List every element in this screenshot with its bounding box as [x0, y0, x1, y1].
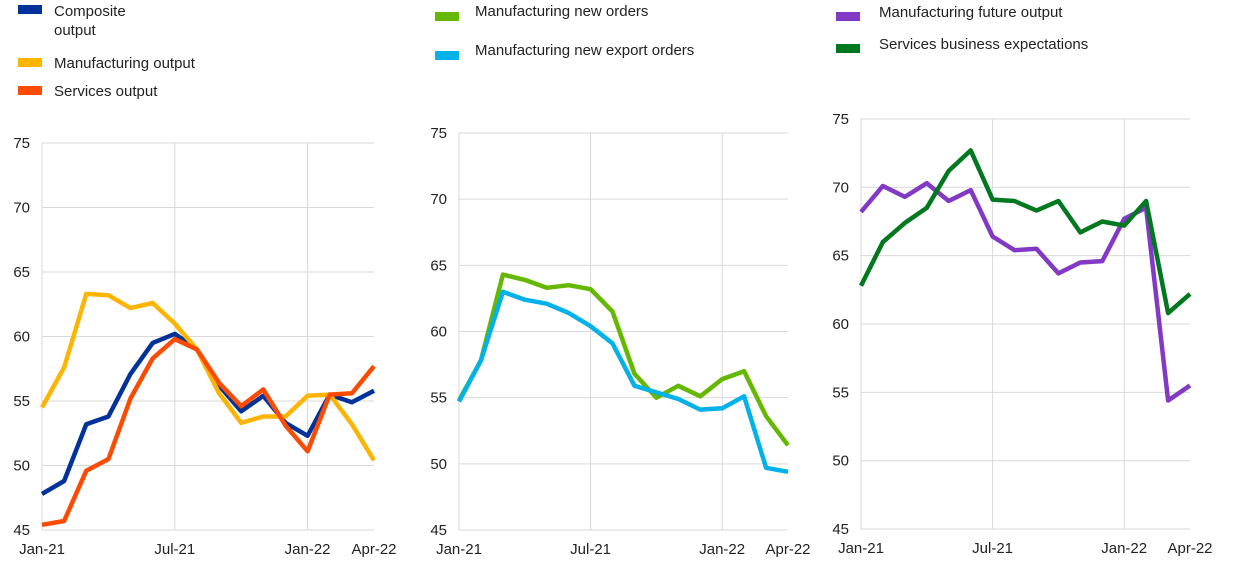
x-tick-label: Jul-21	[570, 541, 611, 558]
legend-label-services-business-expectations: Services business expectations	[879, 36, 1088, 53]
y-tick-label: 55	[430, 390, 447, 407]
series-line-manufacturing-new-export-orders	[457, 289, 789, 475]
series-line-services-output	[41, 336, 376, 528]
y-tick-label: 65	[13, 264, 30, 281]
legend-swatch-composite-output	[18, 5, 42, 14]
series-line-services-business-expectations	[858, 148, 1192, 316]
x-tick-label: Apr-22	[351, 541, 396, 558]
y-tick-label: 70	[13, 200, 30, 217]
x-tick-label: Jan-22	[285, 541, 331, 558]
legend-label-services-output: Services output	[54, 83, 158, 100]
y-tick-label: 50	[832, 453, 849, 470]
y-tick-label: 45	[832, 521, 849, 538]
x-tick-label: Jan-22	[699, 541, 745, 558]
y-tick-label: 70	[430, 191, 447, 208]
y-tick-label: 75	[430, 125, 447, 142]
y-tick-label: 50	[430, 456, 447, 473]
legend-label-manufacturing-new-orders: Manufacturing new orders	[475, 3, 648, 20]
x-tick-label: Jan-21	[436, 541, 482, 558]
legend-swatch-manufacturing-new-orders	[435, 12, 459, 21]
x-tick-label: Jul-21	[154, 541, 195, 558]
legend-swatch-services-business-expectations	[836, 44, 860, 53]
x-tick-label: Jul-21	[972, 540, 1013, 557]
y-tick-label: 60	[832, 316, 849, 333]
legend-swatch-manufacturing-future-output	[836, 12, 860, 21]
x-tick-label: Jan-21	[19, 541, 65, 558]
y-tick-label: 70	[832, 179, 849, 196]
chart-panel-3: 45 50 55 60 65 70 75 Jan-21 Jul-21 Jan-22 Apr-22 Ma…	[832, 4, 1212, 557]
series-line-manufacturing-new-orders	[457, 272, 790, 447]
legend-label-manufacturing-future-output: Manufacturing future output	[879, 4, 1063, 21]
legend-swatch-manufacturing-new-export-orders	[435, 51, 459, 60]
legend-label-composite-output: Composite output	[54, 3, 126, 39]
chart-panel-1: 45 50 55 60 65 70 75 Jan-21 Jul-21 Jan-22 Apr-22 Co…	[13, 3, 396, 558]
y-tick-label: 75	[13, 135, 30, 152]
series-line-manufacturing-output	[40, 291, 376, 462]
y-tick-label: 75	[832, 111, 849, 128]
x-tick-label: Jan-21	[838, 540, 884, 557]
y-tick-label: 55	[832, 384, 849, 401]
y-tick-label: 60	[430, 324, 447, 341]
legend-swatch-manufacturing-output	[18, 58, 42, 67]
y-tick-label: 50	[13, 458, 30, 475]
y-tick-label: 65	[832, 248, 849, 265]
chart-panel-2: 45 50 55 60 65 70 75 Jan-21 Jul-21 Jan-22 Apr-22 Ma…	[430, 3, 810, 558]
y-tick-label: 65	[430, 257, 447, 274]
x-tick-label: Jan-22	[1101, 540, 1147, 557]
y-tick-label: 45	[13, 522, 30, 539]
y-tick-label: 45	[430, 522, 447, 539]
legend-label-manufacturing-output: Manufacturing output	[54, 55, 196, 72]
legend-label-manufacturing-new-export-orders: Manufacturing new export orders	[475, 42, 694, 59]
legend-swatch-services-output	[18, 86, 42, 95]
y-tick-label: 60	[13, 329, 30, 346]
x-tick-label: Apr-22	[1167, 540, 1212, 557]
y-tick-label: 55	[13, 393, 30, 410]
x-tick-label: Apr-22	[765, 541, 810, 558]
series-line-manufacturing-future-output	[859, 180, 1192, 403]
